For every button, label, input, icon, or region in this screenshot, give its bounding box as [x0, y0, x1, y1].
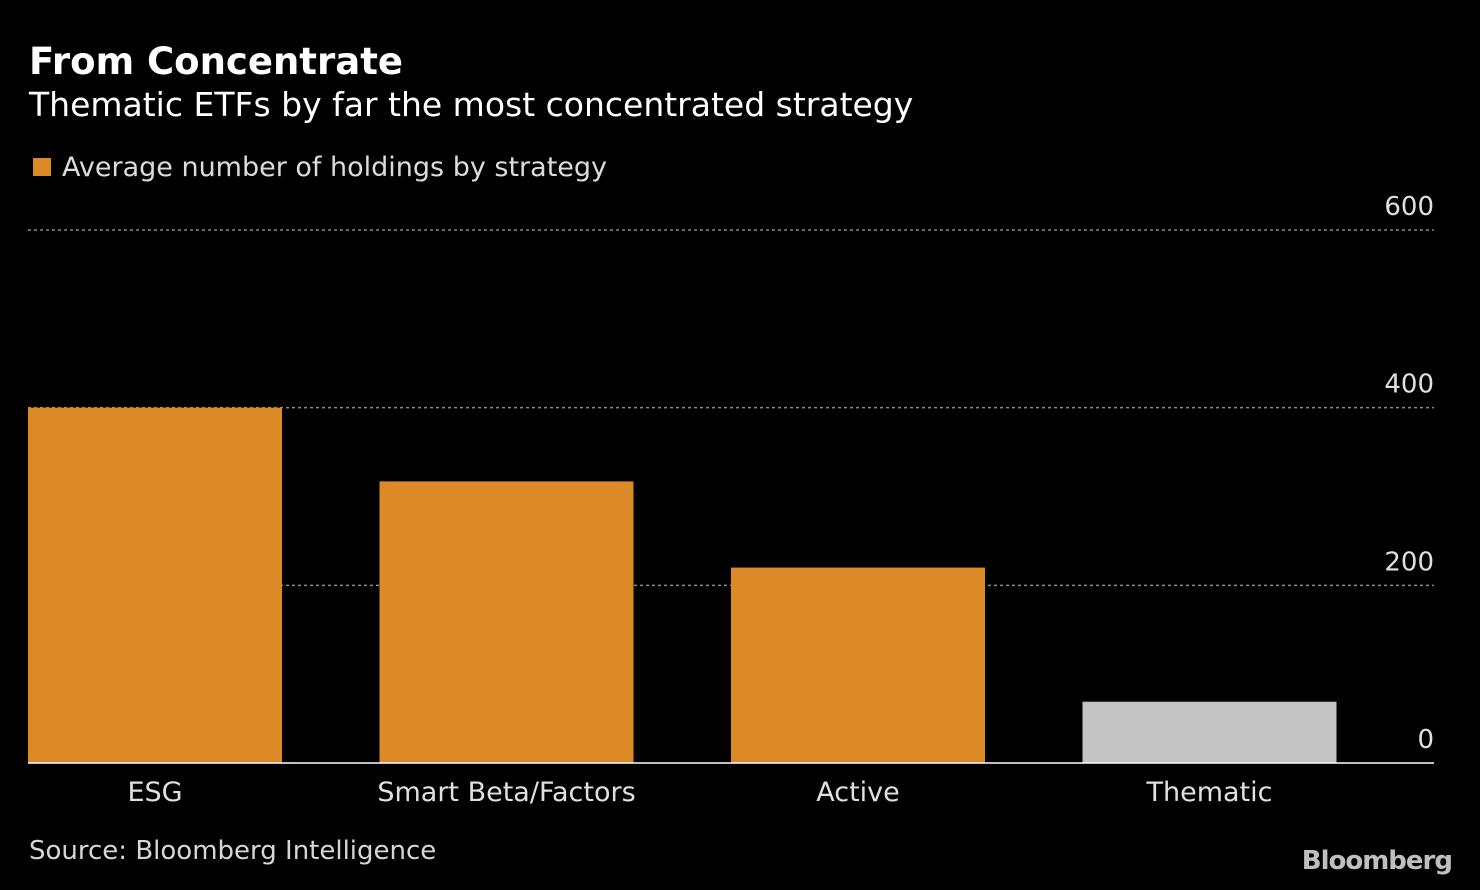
- bar-thematic: [1082, 701, 1337, 763]
- y-tick-label: 400: [1384, 370, 1434, 400]
- legend-swatch: [33, 158, 51, 176]
- bar-active: [731, 567, 985, 763]
- bloomberg-logo: Bloomberg: [1301, 846, 1453, 876]
- y-tick-label: 600: [1384, 192, 1434, 222]
- y-tick-label: 200: [1384, 547, 1434, 577]
- x-tick-label: ESG: [127, 777, 182, 808]
- legend: Average number of holdings by strategy: [33, 150, 607, 184]
- y-tick-label: 0: [1417, 725, 1434, 755]
- chart-subtitle: Thematic ETFs by far the most concentrat…: [29, 85, 914, 124]
- chart-title: From Concentrate: [29, 40, 403, 83]
- x-tick-label: Thematic: [1146, 777, 1273, 808]
- source-note: Source: Bloomberg Intelligence: [29, 836, 437, 866]
- bar-smart-beta-factors: [379, 481, 634, 763]
- x-tick-label: Active: [816, 777, 900, 808]
- legend-label: Average number of holdings by strategy: [62, 151, 608, 183]
- bar-esg: [28, 407, 282, 763]
- x-tick-label: Smart Beta/Factors: [377, 777, 635, 808]
